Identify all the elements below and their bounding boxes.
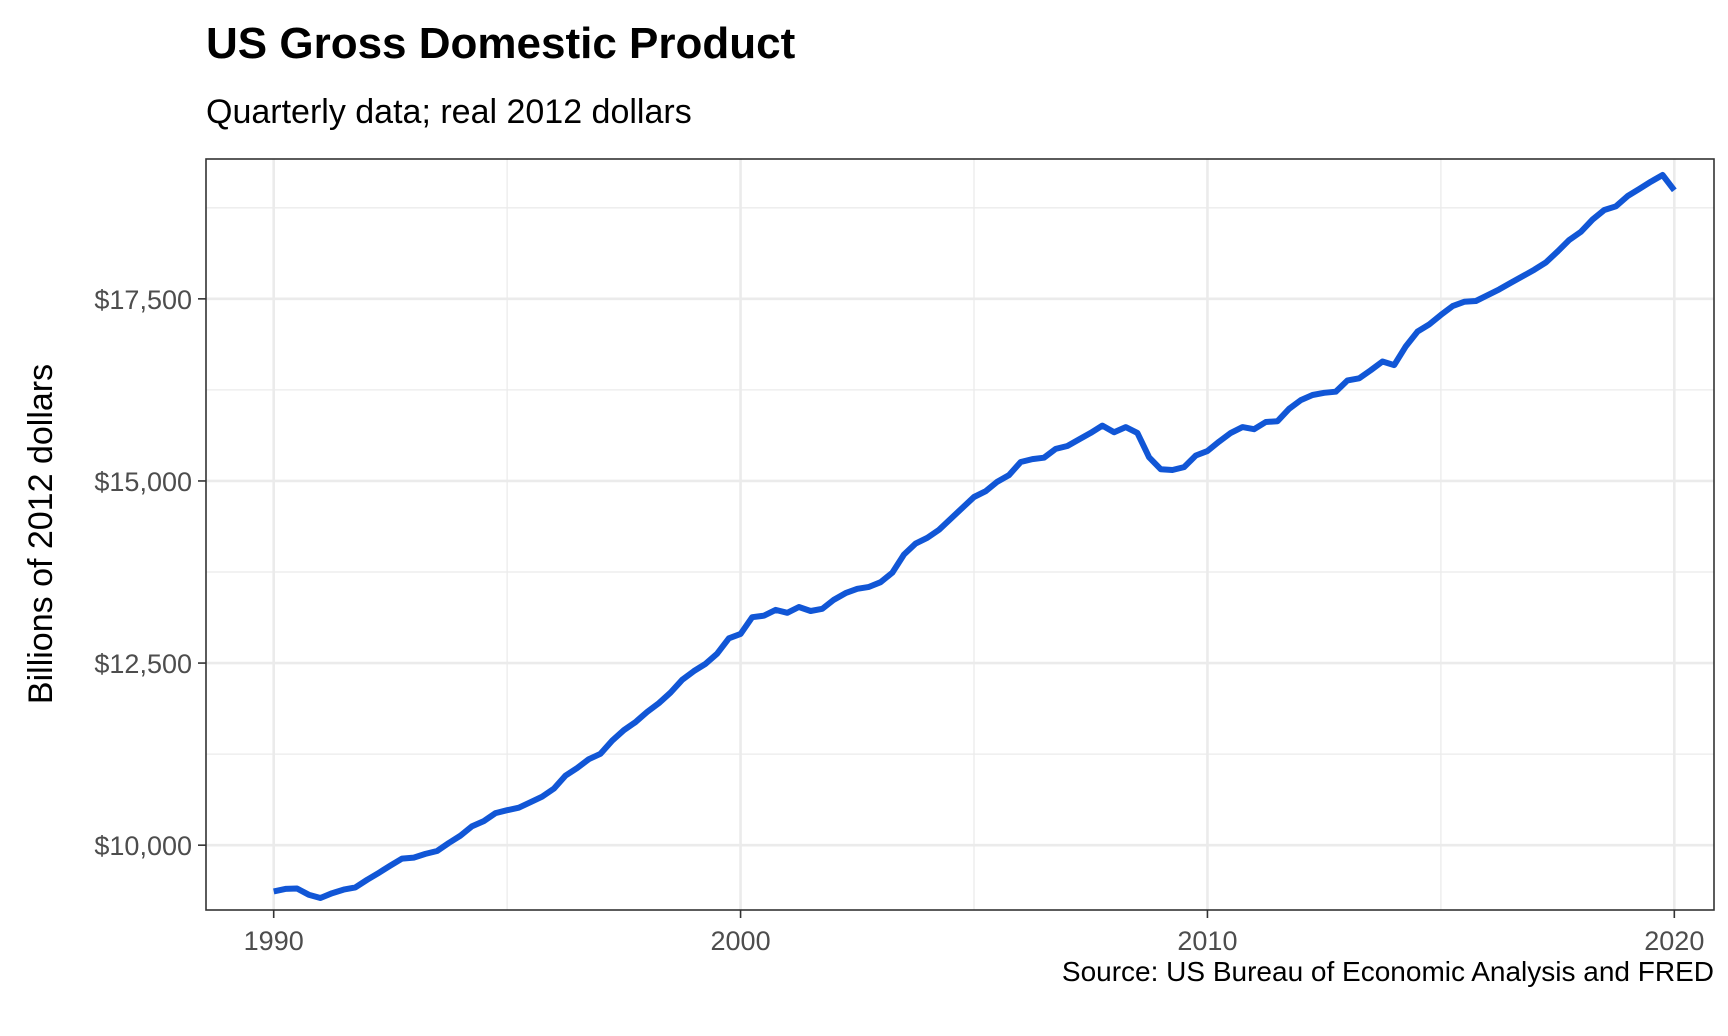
y-axis-title: Billions of 2012 dollars [22, 364, 60, 704]
major-gridlines [206, 159, 1714, 910]
chart-subtitle: Quarterly data; real 2012 dollars [206, 93, 692, 131]
panel-border [205, 158, 1715, 911]
chart-caption: Source: US Bureau of Economic Analysis a… [1062, 956, 1714, 987]
series-lines [273, 172, 1677, 901]
x-tick-label: 2020 [1644, 926, 1704, 956]
y-tick-label: $17,500 [94, 285, 192, 315]
y-axis: $10,000 $12,500 $15,000 $17,500 [94, 285, 206, 861]
y-tick-label: $10,000 [94, 831, 192, 861]
minor-gridlines [206, 159, 1714, 910]
y-tick-label: $15,000 [94, 467, 192, 497]
x-axis: 1990 2000 2010 2020 [244, 910, 1704, 956]
chart-title: US Gross Domestic Product [206, 19, 796, 68]
plot-panel [205, 158, 1715, 911]
x-tick-label: 1990 [244, 926, 304, 956]
y-tick-label: $12,500 [94, 649, 192, 679]
x-tick-label: 2000 [711, 926, 771, 956]
x-tick-label: 2010 [1177, 926, 1237, 956]
gdp-series-line [273, 172, 1677, 901]
